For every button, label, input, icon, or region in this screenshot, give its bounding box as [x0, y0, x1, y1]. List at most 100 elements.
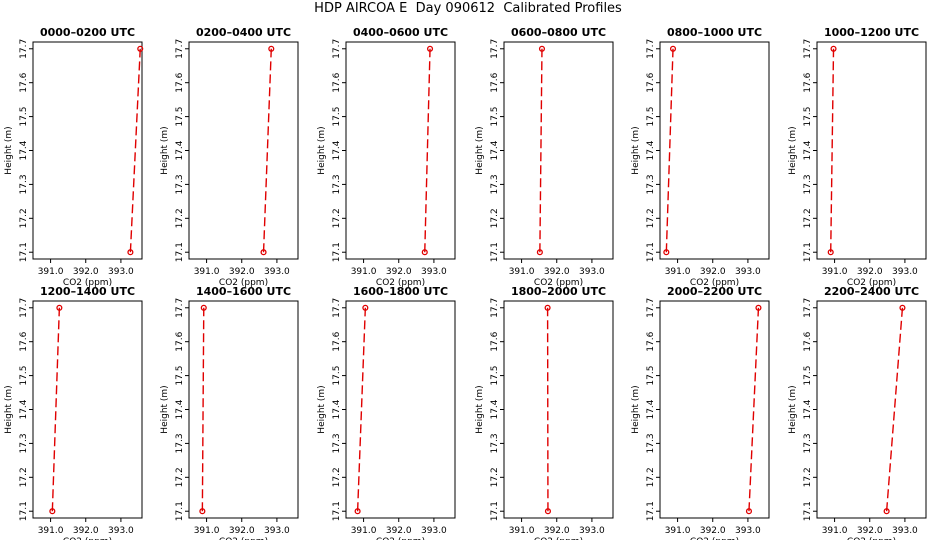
- y-tick-label: 17.6: [175, 331, 185, 351]
- y-tick-label: 17.3: [490, 433, 500, 453]
- profile-line: [129, 48, 141, 253]
- x-tick-label: 393.0: [735, 267, 761, 277]
- plot-frame: [345, 300, 456, 519]
- plot-frame: [659, 300, 770, 519]
- y-tick-label: 17.2: [803, 467, 813, 487]
- profile-line: [830, 48, 835, 253]
- panel-title: 0800–1000 UTC: [667, 26, 762, 39]
- y-tick-label: 17.5: [19, 366, 29, 386]
- panel-title: 1200–1400 UTC: [40, 285, 135, 298]
- data-point: [899, 304, 906, 311]
- profile-line: [748, 307, 760, 512]
- plot-frame: [188, 41, 299, 260]
- y-tick-label: 17.6: [803, 331, 813, 351]
- profile-line: [201, 307, 205, 512]
- y-tick-label: 17.7: [803, 298, 813, 318]
- panel-title: 0600–0800 UTC: [511, 26, 606, 39]
- x-axis-label: CO2 (ppm): [219, 537, 268, 540]
- y-tick-label: 17.3: [332, 174, 342, 194]
- y-tick-label: 17.2: [332, 208, 342, 228]
- y-tick-label: 17.4: [19, 140, 29, 160]
- x-tick-label: 391.0: [509, 267, 535, 277]
- y-tick-label: 17.6: [490, 331, 500, 351]
- plot-frame: [659, 41, 770, 260]
- x-tick-label: 393.0: [579, 526, 605, 536]
- y-axis-label: Height (m): [160, 126, 170, 174]
- x-tick-label: 391.0: [665, 267, 691, 277]
- x-tick-label: 392.0: [386, 526, 412, 536]
- data-point: [426, 45, 434, 52]
- y-tick-label: 17.6: [803, 72, 813, 92]
- y-tick-label: 17.7: [332, 298, 342, 318]
- x-tick-label: 391.0: [194, 526, 220, 536]
- y-axis-label: Height (m): [4, 385, 14, 433]
- x-tick-label: 392.0: [700, 267, 726, 277]
- data-point: [260, 249, 267, 256]
- panel-title: 0400–0600 UTC: [353, 26, 448, 39]
- y-axis-label: Height (m): [631, 126, 641, 174]
- x-axis-label: CO2 (ppm): [376, 278, 425, 288]
- y-axis-label: Height (m): [317, 385, 327, 433]
- y-tick-label: 17.6: [19, 331, 29, 351]
- y-tick-label: 17.3: [19, 433, 29, 453]
- panel-title: 2200–2400 UTC: [824, 285, 919, 298]
- y-axis-label: Height (m): [631, 385, 641, 433]
- y-tick-label: 17.3: [646, 174, 656, 194]
- y-axis-label: Height (m): [475, 385, 485, 433]
- y-tick-label: 17.2: [803, 208, 813, 228]
- data-point: [199, 508, 206, 515]
- data-point: [56, 304, 63, 311]
- x-tick-label: 392.0: [544, 526, 570, 536]
- y-tick-label: 17.3: [19, 174, 29, 194]
- y-tick-label: 17.1: [646, 242, 656, 262]
- y-axis-label: Height (m): [317, 126, 327, 174]
- y-tick-label: 17.2: [19, 208, 29, 228]
- data-point: [830, 45, 837, 52]
- y-tick-label: 17.2: [175, 208, 185, 228]
- y-tick-label: 17.3: [803, 174, 813, 194]
- y-tick-label: 17.7: [175, 39, 185, 59]
- y-tick-label: 17.5: [332, 366, 342, 386]
- y-tick-label: 17.4: [332, 399, 342, 419]
- y-tick-label: 17.6: [490, 72, 500, 92]
- data-point: [745, 508, 753, 515]
- y-tick-label: 17.5: [19, 107, 29, 127]
- data-point: [200, 304, 207, 311]
- y-tick-label: 17.1: [332, 501, 342, 521]
- panel-title: 1400–1600 UTC: [196, 285, 291, 298]
- y-axis-label: Height (m): [788, 126, 798, 174]
- x-axis-label: CO2 (ppm): [534, 537, 583, 540]
- y-axis-label: Height (m): [160, 385, 170, 433]
- y-tick-label: 17.4: [332, 140, 342, 160]
- panel-title: 0000–0200 UTC: [40, 26, 135, 39]
- y-tick-label: 17.5: [646, 107, 656, 127]
- panel-title: 1000–1200 UTC: [824, 26, 919, 39]
- y-tick-label: 17.1: [175, 242, 185, 262]
- x-tick-label: 393.0: [264, 526, 290, 536]
- y-tick-label: 17.6: [646, 72, 656, 92]
- data-point: [362, 304, 369, 311]
- x-tick-label: 392.0: [229, 267, 255, 277]
- y-tick-label: 17.3: [175, 433, 185, 453]
- y-tick-label: 17.4: [19, 399, 29, 419]
- x-tick-label: 393.0: [892, 526, 918, 536]
- y-tick-label: 17.1: [803, 242, 813, 262]
- data-point: [755, 304, 762, 311]
- profile-line: [51, 307, 61, 512]
- y-tick-label: 17.2: [490, 467, 500, 487]
- x-axis-label: CO2 (ppm): [219, 278, 268, 288]
- y-tick-label: 17.1: [490, 242, 500, 262]
- y-tick-label: 17.3: [332, 433, 342, 453]
- profile-line: [539, 48, 543, 253]
- x-axis-label: CO2 (ppm): [847, 537, 896, 540]
- y-tick-label: 17.4: [490, 140, 500, 160]
- y-tick-label: 17.2: [332, 467, 342, 487]
- y-tick-label: 17.7: [19, 298, 29, 318]
- y-tick-label: 17.2: [646, 467, 656, 487]
- x-tick-label: 391.0: [38, 267, 64, 277]
- y-tick-label: 17.4: [175, 399, 185, 419]
- y-tick-label: 17.2: [175, 467, 185, 487]
- data-point: [544, 304, 551, 311]
- y-axis-label: Height (m): [4, 126, 14, 174]
- x-axis-label: CO2 (ppm): [63, 278, 112, 288]
